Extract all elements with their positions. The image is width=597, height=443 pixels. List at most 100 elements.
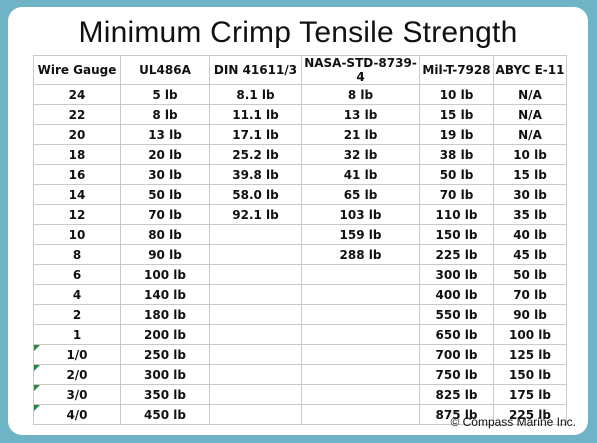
- table-row: 6 100 lb 300 lb 50 lb: [33, 264, 567, 285]
- abyc-cell: 175 lb: [493, 384, 567, 405]
- mil-cell: 300 lb: [419, 264, 494, 285]
- din-cell: [209, 264, 302, 285]
- nasa-cell: 8 lb: [301, 84, 420, 105]
- page-title: Minimum Crimp Tensile Strength: [78, 16, 518, 49]
- wire-gauge-label: 4/0: [66, 407, 88, 422]
- table-row: 3/0 350 lb 825 lb 175 lb: [33, 384, 567, 405]
- mil-cell: 700 lb: [419, 344, 494, 365]
- table-header-row: Wire Gauge UL486A DIN 41611/3 NASA-STD-8…: [33, 55, 567, 85]
- nasa-cell: [301, 364, 420, 385]
- mil-cell: 825 lb: [419, 384, 494, 405]
- wire-gauge-cell: 24: [33, 84, 121, 105]
- cell-comment-marker-icon: [34, 405, 40, 411]
- nasa-cell: [301, 304, 420, 325]
- wire-gauge-label: 3/0: [66, 387, 88, 402]
- ul486a-cell: 450 lb: [120, 404, 210, 425]
- header-abyc-e-11: ABYC E-11: [493, 55, 567, 85]
- copyright-text: © Compass Marine Inc.: [450, 415, 576, 429]
- nasa-cell: 288 lb: [301, 244, 420, 265]
- mil-cell: 50 lb: [419, 164, 494, 185]
- mil-cell: 400 lb: [419, 284, 494, 305]
- header-din-41611-3: DIN 41611/3: [209, 55, 302, 85]
- table-row: 4/0 450 lb 875 lb 225 lb: [33, 404, 567, 425]
- wire-gauge-cell: 18: [33, 144, 121, 165]
- ul486a-cell: 140 lb: [120, 284, 210, 305]
- abyc-cell: N/A: [493, 84, 567, 105]
- mil-cell: 38 lb: [419, 144, 494, 165]
- mil-cell: 110 lb: [419, 204, 494, 225]
- abyc-cell: 50 lb: [493, 264, 567, 285]
- table-row: 1 200 lb 650 lb 100 lb: [33, 324, 567, 345]
- din-cell: 58.0 lb: [209, 184, 302, 205]
- mil-cell: 70 lb: [419, 184, 494, 205]
- din-cell: 92.1 lb: [209, 204, 302, 225]
- ul486a-cell: 250 lb: [120, 344, 210, 365]
- mil-cell: 19 lb: [419, 124, 494, 145]
- wire-gauge-cell: 4/0: [33, 404, 121, 425]
- din-cell: [209, 384, 302, 405]
- din-cell: [209, 344, 302, 365]
- din-cell: 11.1 lb: [209, 104, 302, 125]
- nasa-cell: 65 lb: [301, 184, 420, 205]
- table-row: 1/0 250 lb 700 lb 125 lb: [33, 344, 567, 365]
- abyc-cell: 125 lb: [493, 344, 567, 365]
- abyc-cell: 45 lb: [493, 244, 567, 265]
- table-body: 24 5 lb 8.1 lb 8 lb 10 lb N/A 22 8 lb 11.1 lb 13 …: [33, 84, 567, 425]
- header-ul486a: UL486A: [120, 55, 210, 85]
- nasa-cell: [301, 384, 420, 405]
- ul486a-cell: 5 lb: [120, 84, 210, 105]
- mil-cell: 150 lb: [419, 224, 494, 245]
- table-row: 16 30 lb 39.8 lb 41 lb 50 lb 15 lb: [33, 164, 567, 185]
- nasa-cell: [301, 344, 420, 365]
- ul486a-cell: 200 lb: [120, 324, 210, 345]
- table-card: Minimum Crimp Tensile Strength Wire Gaug…: [8, 7, 588, 435]
- din-cell: 39.8 lb: [209, 164, 302, 185]
- din-cell: 8.1 lb: [209, 84, 302, 105]
- din-cell: [209, 404, 302, 425]
- wire-gauge-cell: 22: [33, 104, 121, 125]
- table-row: 20 13 lb 17.1 lb 21 lb 19 lb N/A: [33, 124, 567, 145]
- din-cell: [209, 284, 302, 305]
- wire-gauge-label: 2/0: [66, 367, 88, 382]
- abyc-cell: N/A: [493, 124, 567, 145]
- table-row: 22 8 lb 11.1 lb 13 lb 15 lb N/A: [33, 104, 567, 125]
- din-cell: [209, 364, 302, 385]
- wire-gauge-cell: 2: [33, 304, 121, 325]
- nasa-cell: 41 lb: [301, 164, 420, 185]
- din-cell: [209, 224, 302, 245]
- nasa-cell: 103 lb: [301, 204, 420, 225]
- mil-cell: 225 lb: [419, 244, 494, 265]
- table-row: 8 90 lb 288 lb 225 lb 45 lb: [33, 244, 567, 265]
- din-cell: [209, 324, 302, 345]
- abyc-cell: 150 lb: [493, 364, 567, 385]
- table-row: 2 180 lb 550 lb 90 lb: [33, 304, 567, 325]
- wire-gauge-cell: 16: [33, 164, 121, 185]
- nasa-cell: 32 lb: [301, 144, 420, 165]
- nasa-cell: 159 lb: [301, 224, 420, 245]
- wire-gauge-cell: 4: [33, 284, 121, 305]
- nasa-cell: 21 lb: [301, 124, 420, 145]
- mil-cell: 550 lb: [419, 304, 494, 325]
- abyc-cell: 90 lb: [493, 304, 567, 325]
- wire-gauge-cell: 6: [33, 264, 121, 285]
- ul486a-cell: 100 lb: [120, 264, 210, 285]
- wire-gauge-cell: 3/0: [33, 384, 121, 405]
- din-cell: [209, 304, 302, 325]
- ul486a-cell: 50 lb: [120, 184, 210, 205]
- mil-cell: 875 lb: [419, 404, 494, 425]
- wire-gauge-cell: 12: [33, 204, 121, 225]
- header-nasa-std-8739-4: NASA-STD-8739-4: [301, 55, 420, 85]
- nasa-cell: [301, 264, 420, 285]
- tensile-strength-table: Wire Gauge UL486A DIN 41611/3 NASA-STD-8…: [33, 55, 567, 425]
- wire-gauge-cell: 20: [33, 124, 121, 145]
- din-cell: [209, 244, 302, 265]
- ul486a-cell: 8 lb: [120, 104, 210, 125]
- header-mil-t-7928: Mil-T-7928: [419, 55, 494, 85]
- wire-gauge-cell: 2/0: [33, 364, 121, 385]
- wire-gauge-cell: 14: [33, 184, 121, 205]
- abyc-cell: N/A: [493, 104, 567, 125]
- abyc-cell: 225 lb: [493, 404, 567, 425]
- ul486a-cell: 30 lb: [120, 164, 210, 185]
- mil-cell: 10 lb: [419, 84, 494, 105]
- cell-comment-marker-icon: [34, 385, 40, 391]
